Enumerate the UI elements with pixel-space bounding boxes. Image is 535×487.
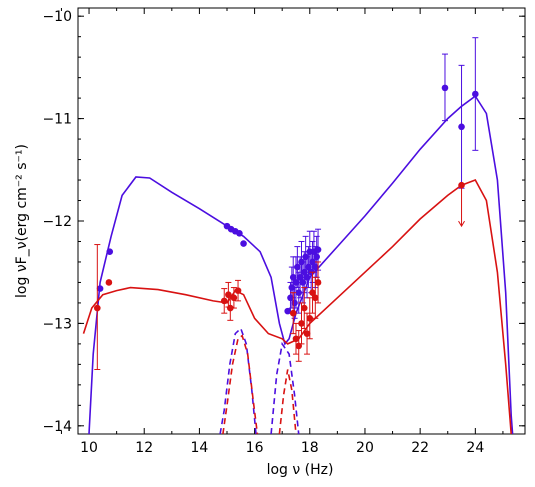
data-point — [291, 299, 298, 307]
data-point — [227, 304, 234, 312]
model-dashed-curve — [278, 369, 297, 435]
data-point — [294, 263, 301, 271]
data-point — [472, 90, 479, 98]
data-point — [309, 289, 316, 296]
data-points — [94, 37, 479, 370]
x-tick-label: 24 — [466, 440, 484, 456]
data-point — [298, 320, 305, 327]
x-tick-label: 10 — [80, 440, 98, 456]
data-point — [96, 285, 104, 292]
x-tick-label: 16 — [246, 440, 264, 456]
data-point — [106, 248, 114, 256]
data-point — [295, 289, 303, 296]
axis-ticks: 10 12 14 16 18 20 22 24 −14 −13 −12 −11 −10 — [42, 8, 525, 456]
y-axis-label: log νF_ν(erg cm⁻² s⁻¹) — [14, 144, 30, 298]
x-tick-label: 22 — [411, 440, 429, 456]
data-point — [289, 274, 297, 281]
model-dashed-curve — [219, 327, 257, 435]
data-point — [220, 297, 228, 305]
data-point — [311, 294, 319, 302]
data-point — [289, 309, 297, 317]
data-point — [313, 253, 320, 261]
data-point — [314, 246, 322, 253]
data-point — [458, 181, 465, 189]
data-point — [306, 314, 314, 322]
data-point — [105, 279, 113, 286]
data-point — [234, 287, 242, 294]
data-point — [94, 304, 101, 312]
y-tick-label: −10 — [42, 9, 72, 25]
data-point — [303, 330, 311, 337]
data-point — [300, 304, 308, 312]
x-axis-label: log ν (Hz) — [267, 462, 334, 478]
model-dashed-curve — [270, 341, 300, 435]
data-point — [458, 123, 465, 131]
model-solid-curve — [82, 179, 512, 435]
model-dashed-curve — [222, 334, 259, 435]
x-tick-label: 20 — [356, 440, 374, 456]
y-tick-label: −12 — [42, 214, 72, 230]
y-tick-label: −11 — [42, 112, 72, 128]
data-point — [314, 279, 322, 286]
y-tick-label: −14 — [42, 419, 72, 435]
data-point — [292, 335, 300, 343]
plot-frame — [77, 7, 526, 435]
y-tick-label: −13 — [42, 316, 72, 332]
data-point — [240, 240, 247, 247]
model-solid-curve — [88, 94, 514, 435]
x-tick-label: 12 — [135, 440, 153, 456]
data-point — [299, 279, 307, 286]
data-point — [441, 84, 449, 92]
model-curves — [82, 94, 514, 435]
x-tick-label: 14 — [190, 440, 208, 456]
data-point — [303, 274, 311, 281]
upper-limit-arrow — [458, 220, 465, 228]
data-point — [230, 294, 238, 302]
x-tick-label: 18 — [301, 440, 319, 456]
data-point — [236, 229, 243, 237]
